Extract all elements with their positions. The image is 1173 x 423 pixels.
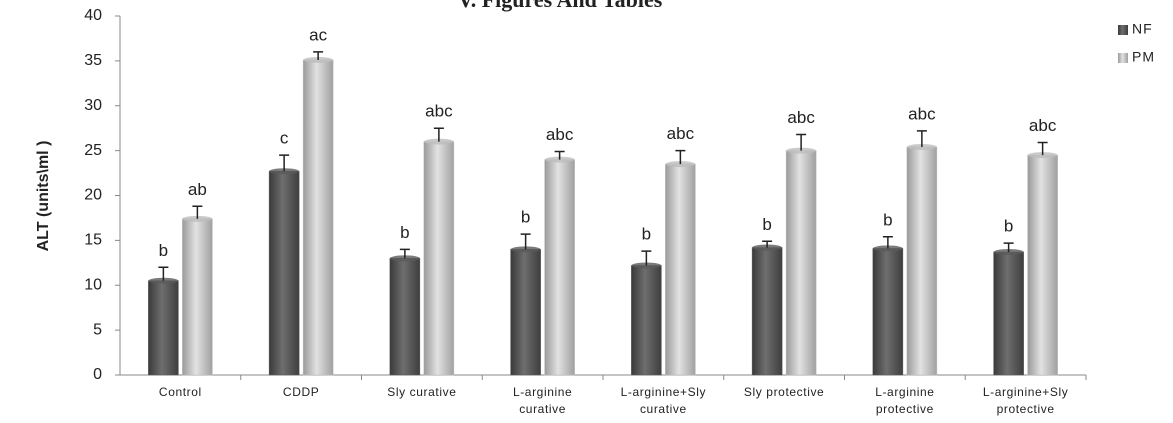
error-bar [313,51,324,60]
bar [906,146,938,376]
error-bar [433,127,444,142]
bar-annotation: abc [425,102,453,121]
bar [302,59,334,376]
bar-annotation: abc [546,125,574,144]
error-bar [675,149,686,165]
error-bar [916,130,927,148]
error-bar [641,250,652,266]
y-tick-label: 10 [84,276,102,293]
bar [1027,154,1058,376]
chart-title: V. Figures And Tables [458,0,663,12]
bar [423,141,455,376]
bar-annotation: b [400,223,409,242]
bar-annotation: ac [309,25,327,44]
y-tick-label: 35 [84,52,102,69]
x-tick-label: CDDP [283,385,319,399]
error-bar [882,236,893,249]
bar-annotation: c [280,129,289,148]
x-tick-label: Sly curative [387,385,456,399]
error-bar [399,248,410,259]
bar-annotation: abc [908,104,936,123]
error-bar [796,133,807,151]
bar [148,280,179,376]
error-bar [520,233,531,250]
bar-annotation: b [521,208,530,227]
bar-annotation: abc [1029,116,1057,135]
legend-swatch [1118,25,1128,35]
bar-annotation: b [1004,217,1013,236]
bar [268,171,300,376]
error-bar [158,266,169,281]
x-tick-label: L-arginine [513,385,572,399]
legend-swatch [1118,53,1128,63]
bar [182,218,213,376]
bar [631,265,662,376]
y-tick-label: 5 [93,321,102,338]
bar-annotation: b [159,241,168,260]
x-tick-label: protective [997,402,1055,416]
bar-annotation: b [642,225,651,244]
y-tick-label: 20 [84,187,102,204]
x-tick-label: L-arginine+Sly [621,385,706,399]
bar-annotation: abc [787,108,815,127]
bar [665,163,696,376]
bar [993,251,1024,376]
error-bar [279,154,290,172]
bar [389,258,421,376]
bar [510,249,541,376]
y-tick-label: 30 [84,97,102,114]
x-tick-label: curative [519,402,566,416]
error-bar [1003,242,1014,253]
y-tick-label: 40 [84,7,102,24]
y-tick-label: 0 [93,366,102,383]
bar [872,248,904,376]
x-tick-label: protective [876,402,934,416]
bar-annotation: ab [188,180,207,199]
bar [751,247,783,376]
y-tick-label: 15 [84,232,102,249]
y-axis-label: ALT (units\ml ) [35,141,52,252]
bar-annotation: abc [667,124,695,143]
bar [544,159,575,376]
x-tick-label: curative [640,402,687,416]
bar-annotation: b [883,210,892,229]
error-bar [192,205,203,219]
y-tick-label: 25 [84,142,102,159]
error-bar [762,240,773,248]
error-bar [1037,141,1048,156]
x-tick-label: Sly protective [744,385,824,399]
bar-annotation: b [762,215,771,234]
legend-label: NF [1132,21,1153,37]
error-bar [554,150,565,160]
x-tick-label: L-arginine [875,385,934,399]
x-tick-label: Control [159,385,202,399]
legend-label: PM [1132,49,1155,65]
x-tick-label: L-arginine+Sly [983,385,1068,399]
bar [785,150,817,376]
